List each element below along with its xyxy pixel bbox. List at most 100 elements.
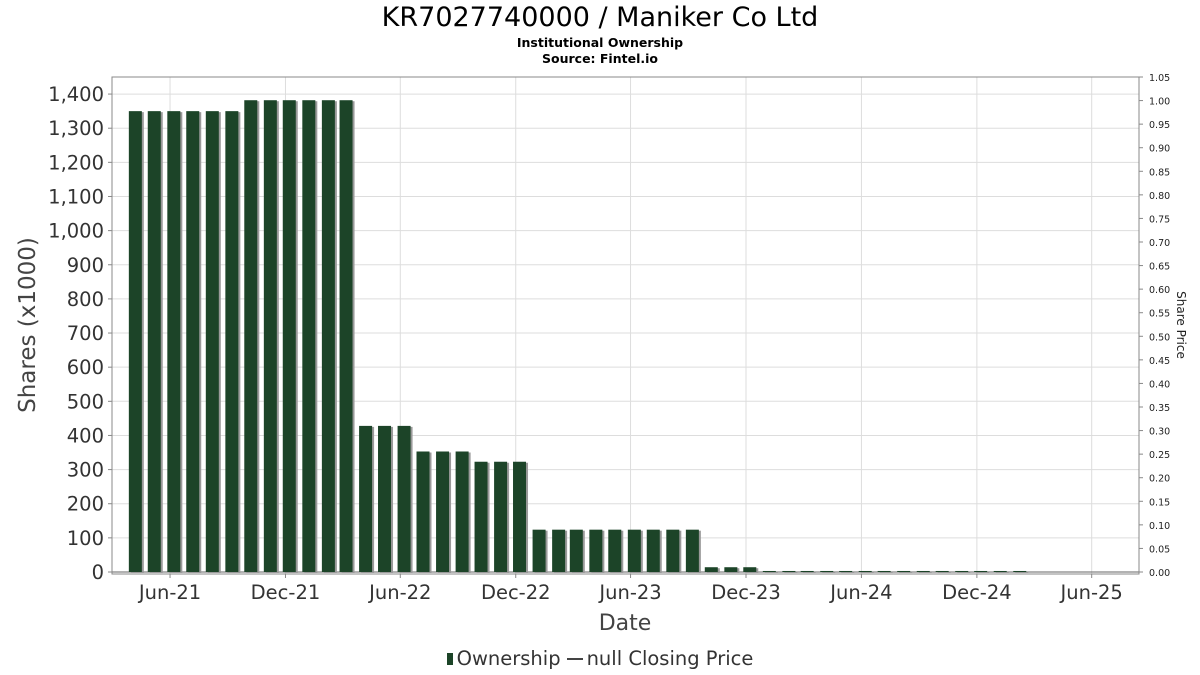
ownership-bar: [608, 529, 622, 572]
ownership-bar: [666, 529, 680, 572]
y-tick-label: 900: [67, 254, 104, 277]
y2-tick-label: 0.35: [1149, 403, 1170, 414]
ownership-bar: [263, 100, 277, 572]
y2-tick-label: 0.95: [1149, 120, 1170, 131]
y-tick-label: 600: [67, 356, 104, 379]
x-tick-label: Jun-22: [367, 581, 431, 604]
x-tick-label: Dec-22: [481, 581, 551, 604]
ownership-bar: [743, 567, 757, 572]
ownership-bar: [552, 529, 566, 572]
ownership-bar: [225, 111, 239, 572]
bar-shadow: [899, 571, 913, 573]
ownership-bar: [800, 570, 814, 572]
bar-shadow: [995, 571, 1009, 573]
ownership-bar: [916, 570, 930, 572]
y2-tick-label: 0.15: [1149, 497, 1170, 508]
ownership-bar: [858, 570, 872, 572]
ownership-bar: [474, 461, 488, 572]
ownership-bar: [436, 451, 450, 572]
bar-shadow: [860, 571, 874, 573]
bar-shadow: [918, 571, 932, 573]
ownership-bar: [782, 570, 796, 572]
y2-tick-label: 0.85: [1149, 167, 1170, 178]
y2-tick-label: 0.10: [1149, 521, 1170, 532]
ownership-bar: [627, 529, 641, 572]
y-tick-label: 0: [92, 561, 104, 584]
bar-shadow: [937, 571, 951, 573]
ownership-bar: [494, 461, 508, 572]
ownership-bar: [820, 570, 834, 572]
y-tick-label: 200: [67, 493, 104, 516]
y2-tick-label: 0.50: [1149, 332, 1170, 343]
legend-price: null Closing Price: [586, 647, 754, 670]
ownership-bar: [935, 570, 949, 572]
y2-tick-label: 0.25: [1149, 450, 1170, 461]
x-axis-label: Date: [599, 611, 652, 636]
x-tick-label: Jun-24: [828, 581, 892, 604]
bar-shadow: [784, 571, 798, 573]
bar-shadow: [976, 571, 990, 573]
ownership-bar: [416, 451, 430, 572]
ownership-bar: [646, 529, 660, 572]
bar-shadow: [1015, 571, 1029, 573]
ownership-bar: [955, 570, 969, 572]
ownership-bar: [762, 570, 776, 572]
y-tick-label: 100: [67, 527, 104, 550]
ownership-bar: [897, 570, 911, 572]
bar-shadow: [822, 571, 836, 573]
x-tick-label: Dec-24: [942, 581, 1012, 604]
ownership-bar: [513, 461, 527, 572]
ownership-bar: [359, 425, 373, 572]
y-tick-label: 1,400: [48, 83, 104, 106]
x-tick-label: Jun-25: [1059, 581, 1123, 604]
y-tick-label: 1,300: [48, 117, 104, 140]
y2-tick-label: 0.20: [1149, 474, 1170, 485]
y-tick-label: 1,200: [48, 151, 104, 174]
price-legend-line: [566, 657, 583, 660]
ownership-bar: [321, 100, 335, 572]
ownership-bar: [339, 100, 353, 572]
y2-tick-label: 1.05: [1149, 73, 1170, 84]
bar-shadow: [802, 571, 816, 573]
y-tick-label: 500: [67, 390, 104, 413]
y2-tick-label: 0.45: [1149, 356, 1170, 367]
y2-tick-label: 0.60: [1149, 285, 1170, 296]
ownership-bar: [993, 570, 1007, 572]
plot-frame: [111, 76, 1140, 575]
ownership-bar: [569, 529, 583, 572]
y-tick-label: 1,100: [48, 185, 104, 208]
x-tick-label: Dec-21: [251, 581, 321, 604]
ownership-bar: [397, 425, 411, 572]
bar-shadow: [764, 571, 778, 573]
chart-subtitle: Institutional Ownership: [516, 35, 684, 50]
ownership-bar: [532, 529, 546, 572]
bars: [128, 100, 1029, 573]
x-tick-label: Dec-23: [711, 581, 781, 604]
y-tick-label: 400: [67, 424, 104, 447]
ownership-bar: [186, 111, 200, 572]
y2-tick-label: 0.80: [1149, 191, 1170, 202]
y-tick-label: 800: [67, 288, 104, 311]
y2-tick-label: 0.75: [1149, 214, 1170, 225]
ownership-bar: [147, 111, 161, 572]
y2-tick-label: 0.65: [1149, 262, 1170, 273]
ownership-bar: [839, 570, 853, 572]
y2-tick-label: 0.05: [1149, 544, 1170, 555]
ownership-bar: [974, 570, 988, 572]
ownership-bar: [685, 529, 699, 572]
grid: [108, 76, 1143, 578]
ownership-bar: [877, 570, 891, 572]
bar-shadow: [957, 571, 971, 573]
y2-tick-label: 0.55: [1149, 309, 1170, 320]
y2-tick-label: 1.00: [1149, 97, 1170, 108]
y-tick-label: 300: [67, 459, 104, 482]
chart-source: Source: Fintel.io: [542, 51, 658, 66]
legend-ownership: Ownership: [456, 647, 561, 670]
ownership-bar: [282, 100, 296, 572]
y2-tick-label: 0.90: [1149, 144, 1170, 155]
ownership-bar: [1013, 570, 1027, 572]
ownership-bar: [589, 529, 603, 572]
ownership-bar: [704, 567, 718, 572]
y-axis-label: Shares (x1000): [15, 237, 41, 413]
